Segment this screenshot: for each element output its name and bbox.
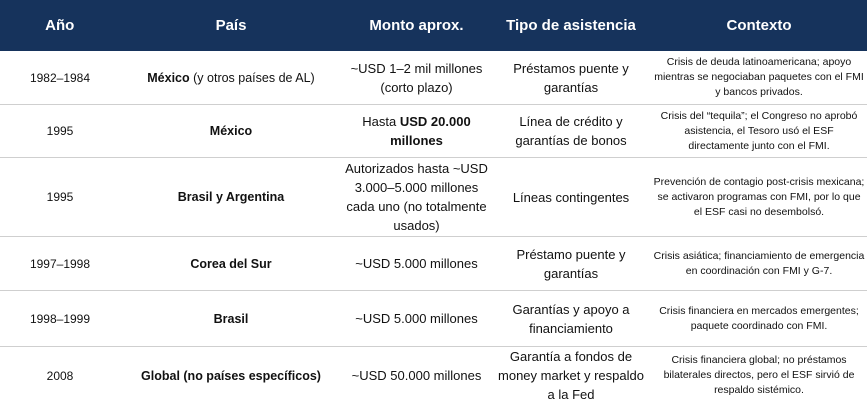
amount-text: Autorizados hasta ~USD 3.000–5.000 millo… bbox=[345, 161, 488, 233]
cell-context: Crisis del “tequila”; el Congreso no apr… bbox=[651, 104, 867, 158]
header-year: Año bbox=[0, 0, 121, 51]
cell-type: Líneas contingentes bbox=[491, 157, 651, 237]
cell-country: México bbox=[120, 104, 342, 158]
table-row: 1982–1984 México (y otros países de AL) … bbox=[0, 51, 867, 105]
cell-country: Brasil y Argentina bbox=[120, 157, 342, 237]
cell-country: Corea del Sur bbox=[120, 236, 342, 291]
cell-amount: ~USD 5.000 millones bbox=[342, 290, 491, 347]
cell-year: 1982–1984 bbox=[0, 51, 120, 105]
table-row: 2008 Global (no países específicos) ~USD… bbox=[0, 347, 867, 405]
header-type: Tipo de asistencia bbox=[491, 0, 652, 51]
cell-year: 2008 bbox=[46, 368, 74, 383]
cell-amount: ~USD 50.000 millones bbox=[342, 347, 491, 405]
amount-bold: USD 20.000 millones bbox=[390, 114, 471, 148]
cell-year: 1995 bbox=[0, 104, 120, 158]
country-bold: Global (no países específicos) bbox=[141, 368, 321, 383]
cell-type: Garantía a fondos de money market y resp… bbox=[498, 349, 644, 402]
cell-year: 1997–1998 bbox=[0, 236, 120, 291]
cell-amount: ~USD 5.000 millones bbox=[342, 236, 491, 291]
cell-amount: Autorizados hasta ~USD 3.000–5.000 millo… bbox=[342, 157, 491, 237]
amount-text: ~USD 5.000 millones bbox=[355, 311, 478, 326]
table-row: 1995 Brasil y Argentina Autorizados hast… bbox=[0, 157, 867, 237]
header-row: Año País Monto aprox. Tipo de asistencia… bbox=[0, 0, 867, 51]
cell-year: 1998–1999 bbox=[0, 290, 120, 347]
country-bold: Corea del Sur bbox=[190, 256, 272, 271]
cell-context: Crisis financiera global; no préstamos b… bbox=[663, 354, 855, 396]
amount-text: ~USD 50.000 millones bbox=[351, 368, 482, 383]
table-row: 1995 México Hasta USD 20.000 millones Lí… bbox=[0, 104, 867, 158]
table-row: 1998–1999 Brasil ~USD 5.000 millones Gar… bbox=[0, 290, 867, 347]
amount-text: ~USD 5.000 millones bbox=[355, 256, 478, 271]
cell-type: Préstamos puente y garantías bbox=[491, 51, 651, 105]
country-bold: Brasil y Argentina bbox=[177, 190, 285, 204]
cell-context: Crisis asiática; financiamiento de emerg… bbox=[651, 236, 867, 291]
cell-country: México (y otros países de AL) bbox=[120, 51, 342, 105]
cell-type: Línea de crédito y garantías de bonos bbox=[491, 104, 651, 158]
country-bold: Brasil bbox=[213, 311, 249, 326]
cell-country: Global (no países específicos) bbox=[120, 347, 342, 405]
amount-text: ~USD 1–2 mil millones (corto plazo) bbox=[350, 60, 483, 95]
cell-context: Crisis financiera en mercados emergentes… bbox=[651, 290, 867, 347]
header-country: País bbox=[120, 0, 343, 51]
cell-year: 1995 bbox=[0, 157, 120, 237]
country-bold: México bbox=[147, 70, 190, 85]
cell-type: Garantías y apoyo a financiamiento bbox=[491, 290, 651, 347]
cell-context: Crisis de deuda latinoamericana; apoyo m… bbox=[651, 51, 867, 105]
cell-type: Préstamo puente y garantías bbox=[491, 236, 651, 291]
cell-country: Brasil bbox=[120, 290, 342, 347]
country-bold: México bbox=[209, 124, 253, 138]
header-context: Contexto bbox=[651, 0, 867, 51]
cell-context: Prevención de contagio post-crisis mexic… bbox=[651, 157, 867, 237]
amount-text: Hasta bbox=[362, 114, 400, 129]
table-row: 1997–1998 Corea del Sur ~USD 5.000 millo… bbox=[0, 236, 867, 291]
cell-amount: ~USD 1–2 mil millones (corto plazo) bbox=[342, 51, 491, 105]
cell-amount: Hasta USD 20.000 millones bbox=[342, 104, 491, 158]
country-rest: (y otros países de AL) bbox=[189, 70, 315, 85]
header-amount: Monto aprox. bbox=[342, 0, 492, 51]
